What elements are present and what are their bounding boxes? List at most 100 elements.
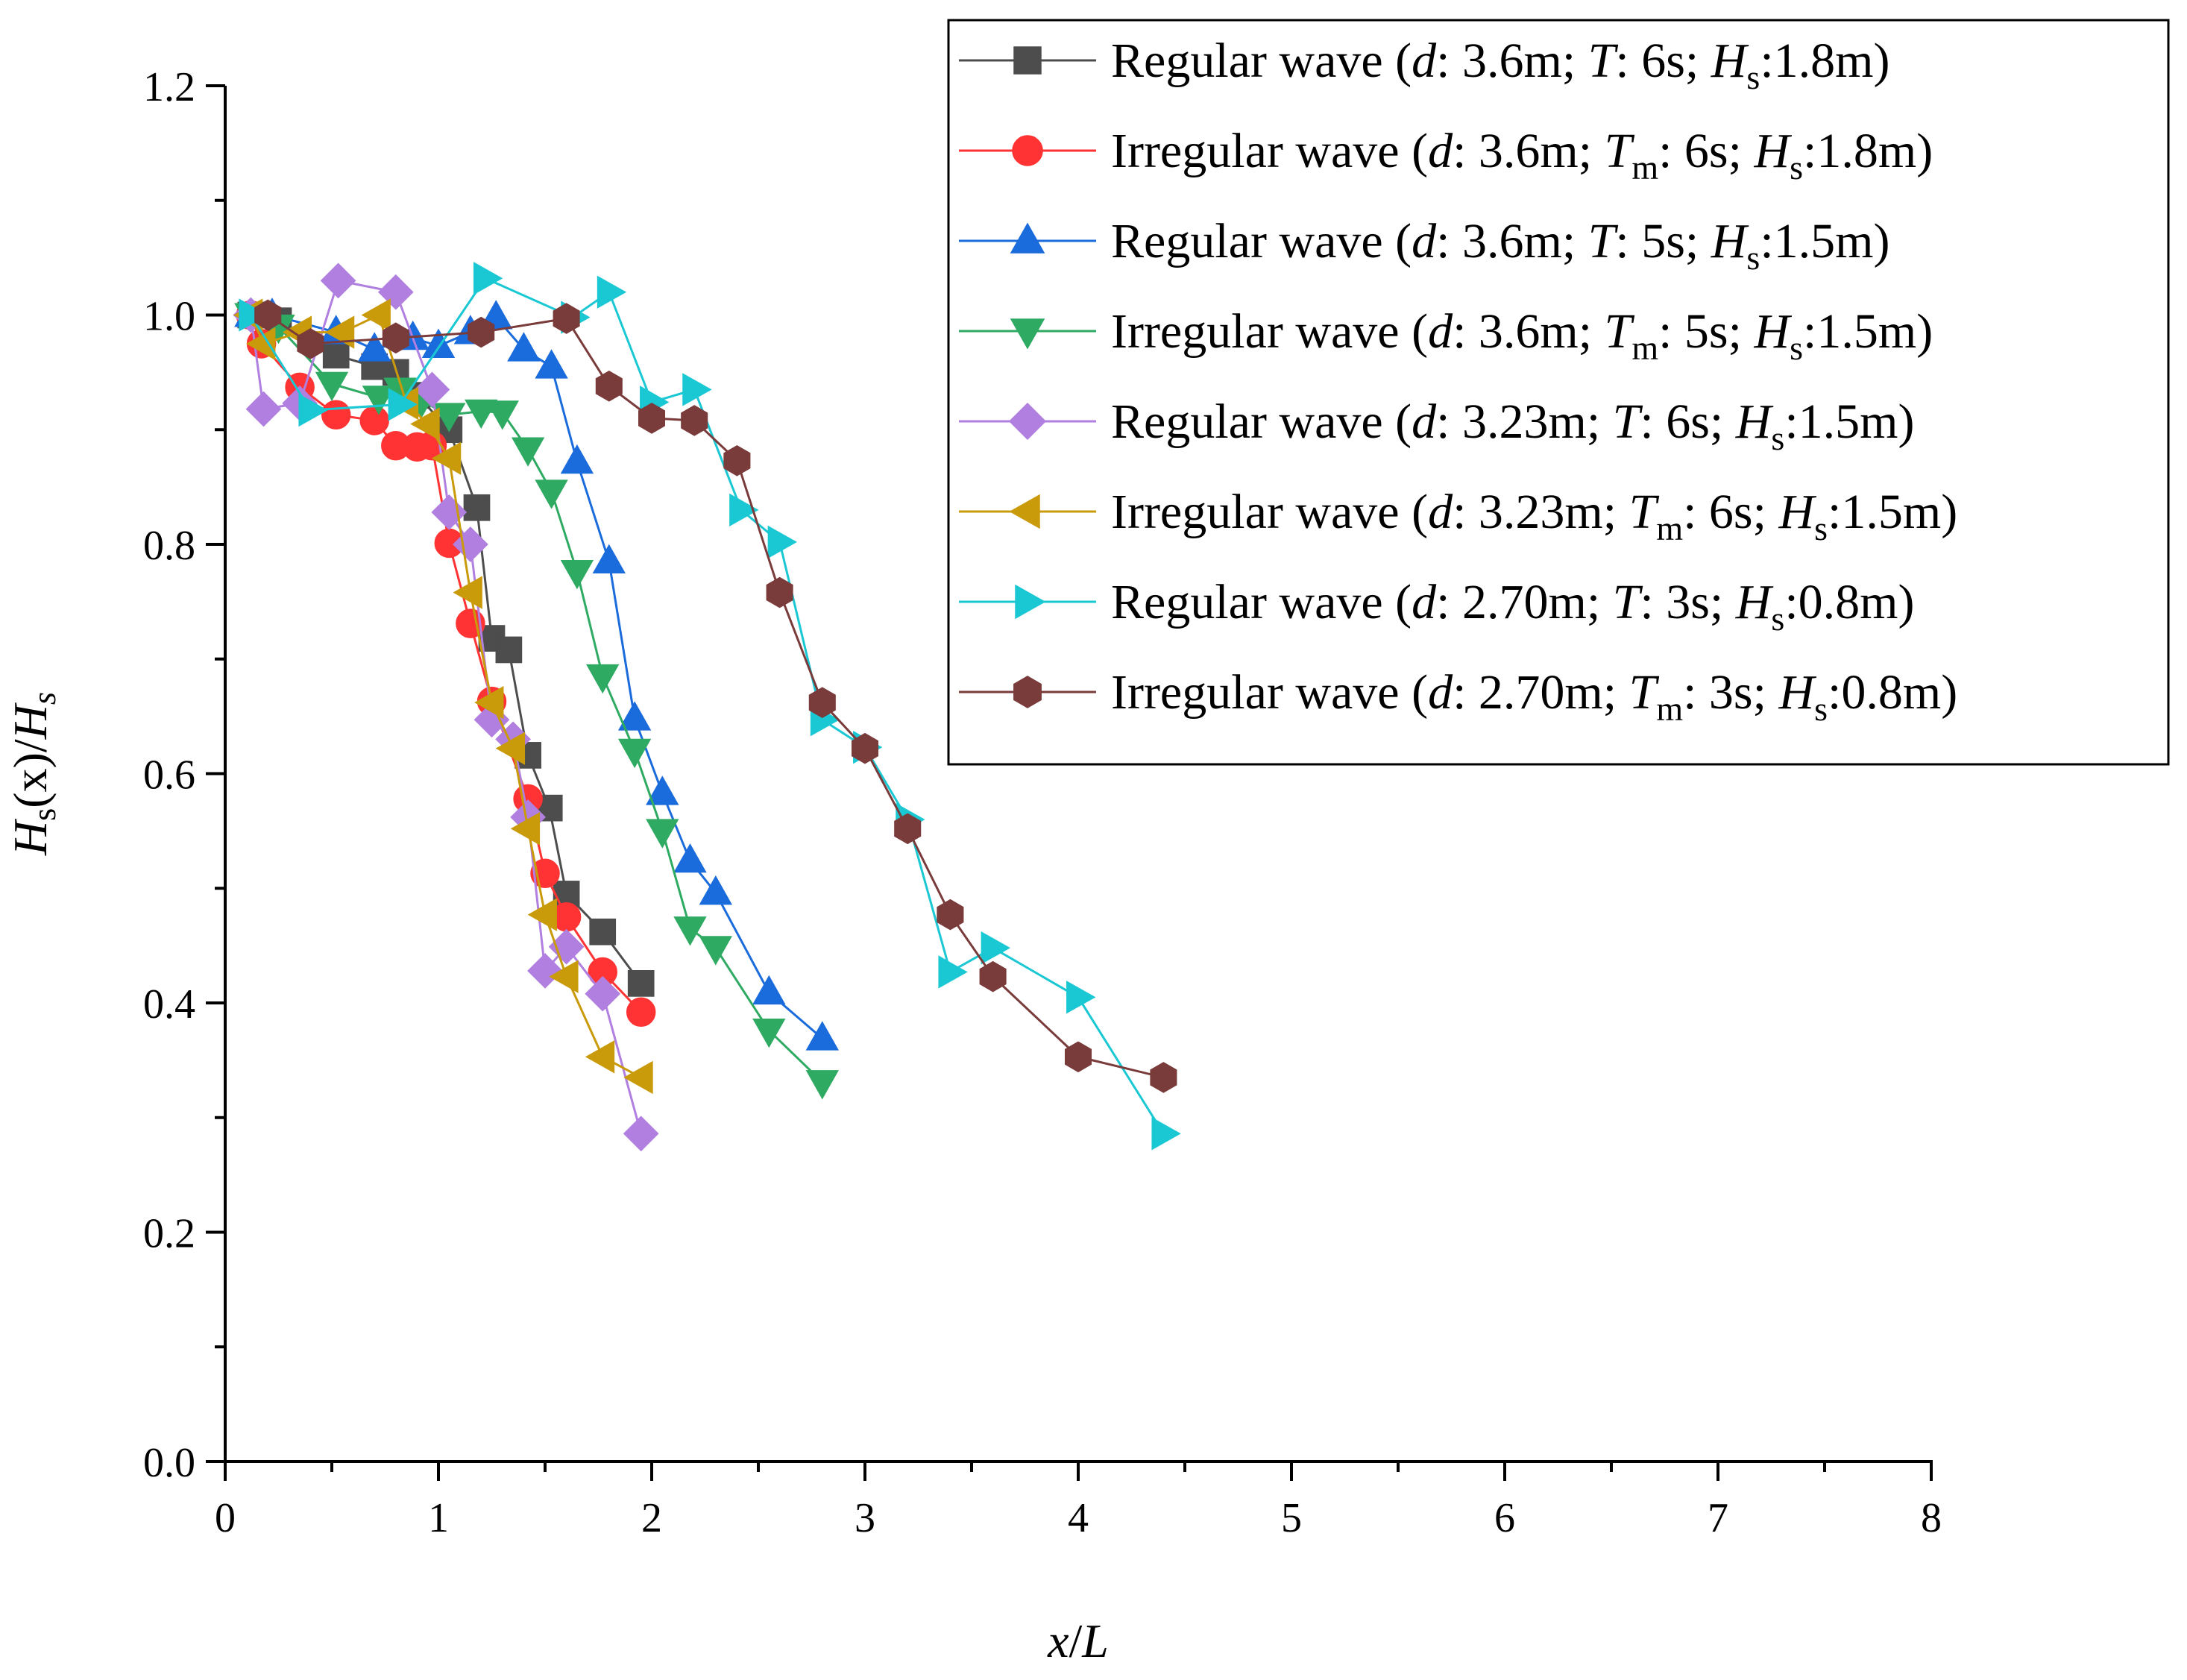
data-point (453, 576, 482, 609)
y-tick-label: 0.4 (143, 981, 195, 1028)
data-point (1151, 1117, 1181, 1151)
legend-label: Regular wave (d: 3.6m; T: 6s; Hs:1.8m) (1111, 34, 1889, 96)
x-tick-label: 8 (1921, 1495, 1942, 1541)
data-point (527, 898, 557, 931)
data-point (723, 444, 751, 476)
legend-label: Regular wave (d: 3.23m; T: 6s; Hs:1.5m) (1111, 394, 1914, 457)
data-point (766, 576, 793, 608)
data-point (382, 322, 409, 354)
data-point (638, 403, 666, 434)
data-point (414, 371, 450, 408)
data-point (246, 327, 276, 361)
legend-box (947, 19, 2170, 766)
data-point (623, 1060, 653, 1095)
data-point (617, 738, 652, 769)
legend-label: Irregular wave (d: 3.23m; Tm: 6s; Hs:1.5… (1111, 485, 1957, 547)
data-point (298, 393, 328, 427)
legend-item: Regular wave (d: 3.6m; T: 5s; Hs:1.5m) (959, 214, 1889, 277)
legend-marker (1013, 46, 1042, 75)
data-point (254, 299, 282, 331)
data-point (627, 970, 655, 997)
legend-item: Regular wave (d: 2.70m; T: 3s; Hs:0.8m) (959, 575, 1914, 638)
y-tick-label: 1.2 (143, 64, 195, 110)
data-point (463, 494, 491, 521)
legend-label: Irregular wave (d: 2.70m; Tm: 3s; Hs:0.8… (1111, 665, 1957, 728)
data-point (699, 875, 732, 905)
data-point (245, 391, 282, 427)
x-tick-label: 4 (1068, 1495, 1089, 1541)
data-point (465, 399, 498, 430)
data-point (468, 316, 495, 348)
data-point (473, 262, 503, 295)
data-point (767, 525, 797, 559)
y-axis-title-mid: (x)/ (4, 739, 57, 808)
data-point (388, 388, 418, 421)
y-tick-label: 0.6 (143, 752, 195, 799)
data-point (361, 298, 391, 332)
legend: Regular wave (d: 3.6m; T: 6s; Hs:1.8m) Ir… (947, 19, 2170, 766)
data-point (979, 960, 1007, 992)
data-point (362, 386, 396, 415)
data-point (431, 494, 468, 530)
data-point (981, 931, 1010, 965)
y-axis-title-h2: H (4, 702, 57, 740)
data-point (938, 955, 968, 989)
y-axis-title-s2: s (26, 692, 63, 705)
data-point (495, 636, 523, 664)
data-point (851, 732, 879, 764)
data-point (595, 371, 623, 402)
data-point (805, 1070, 839, 1100)
legend-label: Regular wave (d: 2.70m; T: 3s; Hs:0.8m) (1111, 575, 1914, 638)
data-point (646, 819, 679, 849)
data-point (560, 444, 594, 474)
y-tick-label: 0.0 (143, 1440, 195, 1486)
y-ticks: 0.0 0.2 0.4 0.6 0.8 1.0 1.2 (143, 64, 225, 1486)
legend-item: Irregular wave (d: 3.6m; Tm: 5s; Hs:1.5m… (959, 304, 1933, 367)
y-axis-title-s1: s (26, 808, 63, 821)
data-point (623, 1116, 659, 1152)
data-point (239, 298, 268, 332)
data-point (431, 441, 462, 475)
x-axis-title-main: x (1047, 1614, 1069, 1667)
data-point (535, 479, 568, 509)
data-point (592, 544, 626, 574)
series-4 (234, 303, 839, 1100)
legend-item: Irregular wave (d: 3.6m; Tm: 6s; Hs:1.8m… (959, 124, 1933, 186)
x-tick-label: 2 (641, 1495, 662, 1541)
data-point (322, 342, 350, 369)
data-point (937, 899, 964, 931)
data-point (320, 262, 356, 299)
data-point (626, 997, 656, 1028)
data-point (527, 953, 563, 989)
data-point (321, 400, 351, 430)
data-point (585, 1040, 615, 1074)
data-point (432, 403, 466, 432)
data-point (1064, 1041, 1092, 1073)
data-point (681, 405, 708, 436)
data-point (495, 732, 526, 765)
legend-label: Regular wave (d: 3.6m; T: 5s; Hs:1.5m) (1111, 214, 1889, 277)
data-point (1150, 1062, 1177, 1093)
x-tick-label: 1 (428, 1495, 449, 1541)
data-point (510, 812, 541, 846)
data-point (673, 843, 707, 873)
legend-marker (1013, 676, 1042, 708)
y-axis-title: Hs(x)/Hs (4, 692, 63, 856)
data-point (699, 936, 732, 966)
x-tick-label: 0 (215, 1495, 236, 1541)
data-point (453, 526, 488, 562)
data-point (421, 328, 456, 358)
legend-marker (1012, 135, 1043, 166)
series-8 (254, 299, 1177, 1093)
axes: 0 1 2 3 4 5 6 7 8 0.0 0.2 0.4 0.6 0.8 1.0 1.2 (143, 64, 1942, 1541)
data-point (315, 371, 349, 402)
data-point (589, 918, 617, 946)
data-point (617, 701, 652, 731)
data-point (549, 960, 579, 993)
data-point (297, 328, 324, 359)
y-tick-label: 1.0 (143, 294, 195, 340)
legend-marker (1008, 402, 1047, 441)
data-point (535, 349, 568, 379)
